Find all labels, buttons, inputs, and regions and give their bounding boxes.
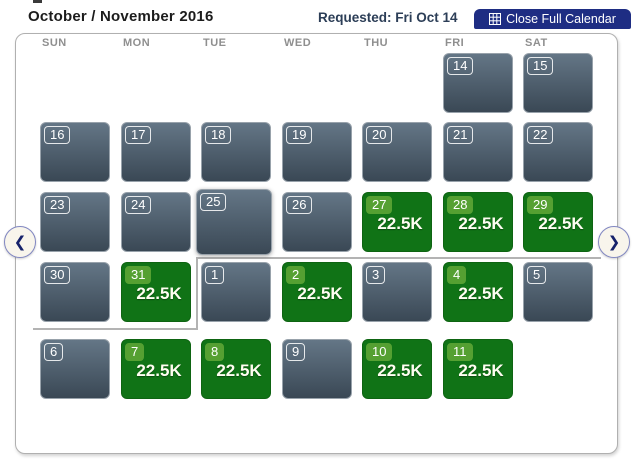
calendar-day-cell[interactable]: 22 bbox=[523, 122, 593, 182]
day-header-wed: WED bbox=[284, 37, 312, 49]
day-number: 21 bbox=[447, 126, 474, 144]
calendar-day-cell[interactable]: 11 22.5K bbox=[443, 339, 513, 399]
day-number: 5 bbox=[527, 266, 547, 284]
day-number: 30 bbox=[44, 266, 71, 284]
calendar-day-cell[interactable]: 28 22.5K bbox=[443, 192, 513, 252]
calendar-day-cell[interactable]: 17 bbox=[121, 122, 191, 182]
calendar-day-cell[interactable]: 7 22.5K bbox=[121, 339, 191, 399]
calendar-month-title: October / November 2016 bbox=[28, 8, 214, 25]
day-number: 16 bbox=[44, 126, 71, 144]
award-price: 22.5K bbox=[458, 214, 504, 233]
calendar-day-cell[interactable]: 14 bbox=[443, 53, 513, 113]
day-number: 4 bbox=[447, 266, 467, 284]
calendar-day-cell[interactable]: 2 22.5K bbox=[282, 262, 352, 322]
day-number: 6 bbox=[44, 343, 64, 361]
day-header-thu: THU bbox=[364, 37, 389, 49]
calendar-day-cell[interactable]: 25 bbox=[196, 189, 272, 255]
calendar-day-cell[interactable]: 23 bbox=[40, 192, 110, 252]
day-number: 9 bbox=[286, 343, 306, 361]
day-number: 25 bbox=[200, 193, 227, 211]
day-number: 10 bbox=[366, 343, 393, 361]
previous-month-button[interactable]: ❮ bbox=[4, 226, 36, 258]
day-number: 22 bbox=[527, 126, 554, 144]
close-full-calendar-button[interactable]: Close Full Calendar bbox=[474, 9, 631, 29]
next-month-button[interactable]: ❯ bbox=[598, 226, 630, 258]
day-number: 20 bbox=[366, 126, 393, 144]
award-price: 22.5K bbox=[136, 284, 182, 303]
award-price: 22.5K bbox=[297, 284, 343, 303]
day-number: 18 bbox=[205, 126, 232, 144]
day-header-tue: TUE bbox=[203, 37, 227, 49]
calendar-day-cell[interactable]: 3 bbox=[362, 262, 432, 322]
calendar-day-cell[interactable]: 29 22.5K bbox=[523, 192, 593, 252]
day-number: 1 bbox=[205, 266, 225, 284]
calendar-day-cell[interactable]: 10 22.5K bbox=[362, 339, 432, 399]
calendar-day-cell[interactable]: 24 bbox=[121, 192, 191, 252]
day-number: 23 bbox=[44, 196, 71, 214]
day-number: 24 bbox=[125, 196, 152, 214]
calendar-day-cell[interactable]: 4 22.5K bbox=[443, 262, 513, 322]
day-number: 3 bbox=[366, 266, 386, 284]
day-number: 28 bbox=[447, 196, 474, 214]
day-number: 2 bbox=[286, 266, 306, 284]
day-header-sat: SAT bbox=[525, 37, 548, 49]
month-divider-bottom-line bbox=[33, 328, 197, 330]
calendar-day-cell[interactable]: 5 bbox=[523, 262, 593, 322]
calendar-day-cell[interactable]: 6 bbox=[40, 339, 110, 399]
calendar-day-cell[interactable]: 8 22.5K bbox=[201, 339, 271, 399]
day-number: 26 bbox=[286, 196, 313, 214]
month-divider-top-line bbox=[196, 257, 601, 259]
day-number: 29 bbox=[527, 196, 554, 214]
month-divider-vertical-line bbox=[196, 257, 198, 330]
award-price: 22.5K bbox=[538, 214, 584, 233]
calendar-day-cell[interactable]: 1 bbox=[201, 262, 271, 322]
calendar-day-cell[interactable]: 18 bbox=[201, 122, 271, 182]
award-price: 22.5K bbox=[216, 361, 262, 380]
calendar-day-cell[interactable]: 19 bbox=[282, 122, 352, 182]
calendar-day-cell[interactable]: 9 bbox=[282, 339, 352, 399]
close-full-calendar-label: Close Full Calendar bbox=[506, 12, 616, 26]
day-number: 14 bbox=[447, 57, 474, 75]
day-number: 15 bbox=[527, 57, 554, 75]
day-number: 31 bbox=[125, 266, 152, 284]
day-number: 17 bbox=[125, 126, 152, 144]
calendar-day-cell[interactable]: 30 bbox=[40, 262, 110, 322]
day-number: 27 bbox=[366, 196, 393, 214]
chevron-left-icon: ❮ bbox=[13, 233, 27, 251]
award-price: 22.5K bbox=[377, 214, 423, 233]
calendar-day-cell[interactable]: 15 bbox=[523, 53, 593, 113]
day-number: 8 bbox=[205, 343, 225, 361]
cropped-edge-artifact bbox=[33, 0, 42, 3]
award-price: 22.5K bbox=[458, 361, 504, 380]
requested-date-label: Requested: Fri Oct 14 bbox=[318, 10, 458, 25]
award-price: 22.5K bbox=[377, 361, 423, 380]
day-number: 19 bbox=[286, 126, 313, 144]
calendar-day-cell[interactable]: 26 bbox=[282, 192, 352, 252]
calendar-day-cell[interactable]: 21 bbox=[443, 122, 513, 182]
award-price: 22.5K bbox=[458, 284, 504, 303]
calendar-grid-icon bbox=[489, 13, 502, 25]
calendar-day-cell[interactable]: 31 22.5K bbox=[121, 262, 191, 322]
calendar-day-cell[interactable]: 20 bbox=[362, 122, 432, 182]
day-number: 11 bbox=[447, 343, 473, 361]
day-number: 7 bbox=[125, 343, 145, 361]
day-header-fri: FRI bbox=[445, 37, 465, 49]
day-header-mon: MON bbox=[123, 37, 151, 49]
calendar-day-cell[interactable]: 27 22.5K bbox=[362, 192, 432, 252]
award-price: 22.5K bbox=[136, 361, 182, 380]
chevron-right-icon: ❯ bbox=[607, 233, 621, 251]
day-header-sun: SUN bbox=[42, 37, 67, 49]
calendar-day-cell[interactable]: 16 bbox=[40, 122, 110, 182]
